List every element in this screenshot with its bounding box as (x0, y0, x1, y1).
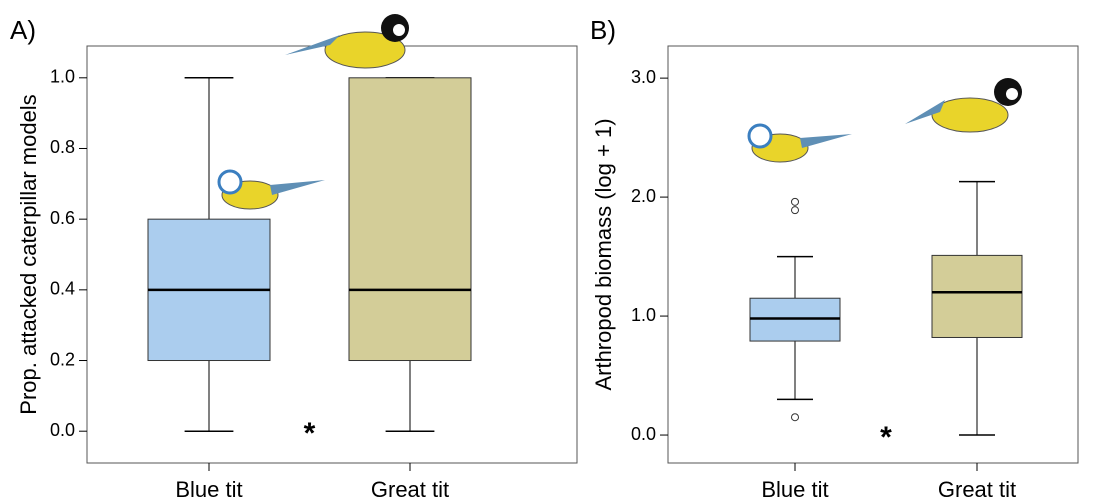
y-tick-label: 0.8 (50, 137, 75, 157)
y-tick-label: 1.0 (50, 67, 75, 87)
y-axis-title: Prop. attacked caterpillar models (16, 94, 41, 414)
outlier (792, 207, 799, 214)
x-tick-label: Great tit (371, 477, 449, 502)
y-tick-label: 3.0 (631, 67, 656, 87)
panel-label: B) (590, 15, 616, 45)
x-tick-label: Blue tit (761, 477, 828, 502)
plot-frame (668, 46, 1078, 463)
box (349, 78, 471, 361)
y-axis-title: Arthropod biomass (log + 1) (591, 118, 616, 390)
panel-label: A) (10, 15, 36, 45)
y-tick-label: 0.0 (50, 420, 75, 440)
bird-illustration (749, 125, 852, 162)
bird-illustration (285, 14, 409, 68)
x-tick-label: Blue tit (175, 477, 242, 502)
x-tick-label: Great tit (938, 477, 1016, 502)
outlier (792, 414, 799, 421)
box (932, 255, 1022, 337)
y-tick-label: 0.4 (50, 279, 75, 299)
y-tick-label: 2.0 (631, 186, 656, 206)
annotation: * (880, 421, 892, 454)
figure: 0.0 1.0 2.0 3.0 Blue tit Great tit B) Arthropod… (0, 0, 1106, 504)
panel: 0.0 0.2 0.4 0.6 0.8 1.0 Blue tit Great tit A) Pro… (10, 15, 577, 502)
bird-illustration (905, 78, 1022, 132)
annotation: * (304, 417, 316, 450)
y-tick-label: 0.2 (50, 349, 75, 369)
outlier (792, 198, 799, 205)
y-tick-label: 0.6 (50, 208, 75, 228)
y-tick-label: 0.0 (631, 424, 656, 444)
y-tick-label: 1.0 (631, 305, 656, 325)
bird-illustration (219, 171, 325, 209)
